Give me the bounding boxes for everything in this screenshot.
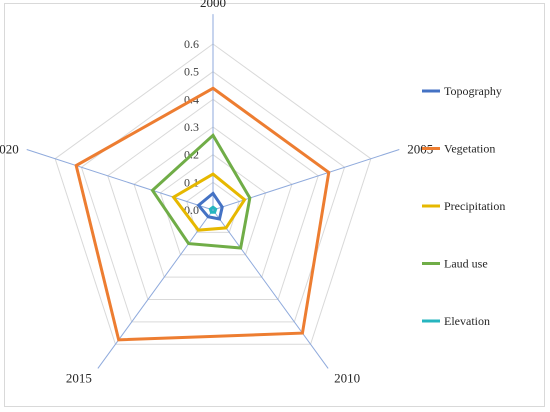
- legend-label: Laud use: [444, 257, 488, 271]
- tick-label: 0.3: [184, 120, 199, 134]
- tick-label: 0.5: [184, 65, 199, 79]
- legend-label: Precipitation: [444, 199, 505, 213]
- legend: Topography Vegetation Precipitation Laud us…: [422, 84, 505, 328]
- gridline-0-1: [186, 181, 240, 233]
- axis-label-2000: 2000: [200, 0, 226, 10]
- axis-spoke-2010: [212, 209, 329, 369]
- series-precipitation: [171, 172, 247, 232]
- legend-label: Elevation: [444, 314, 490, 328]
- series-layer: [74, 86, 331, 342]
- legend-item-elevation: Elevation: [422, 314, 490, 328]
- axis-label-2015: 2015: [66, 370, 92, 385]
- series-laud-use: [150, 132, 252, 250]
- axis-spoke-2015: [97, 209, 214, 369]
- legend-item-precipitation: Precipitation: [422, 199, 505, 213]
- tick-label: 0.6: [184, 37, 199, 51]
- axis-label-2005: 2005: [407, 141, 433, 156]
- axis-label-layer: 2000 2005 2010 2015 2020: [0, 0, 433, 385]
- axis-label-2020: 2020: [0, 141, 19, 156]
- legend-item-topography: Topography: [422, 84, 502, 98]
- gridline-0-4: [107, 98, 319, 301]
- legend-item-laud-use: Laud use: [422, 257, 488, 271]
- legend-label: Topography: [444, 84, 502, 98]
- gridline-0-2: [159, 154, 267, 256]
- gridline-0-6: [54, 43, 372, 345]
- axis-spoke-2005: [212, 148, 400, 211]
- series-elevation: [208, 205, 218, 214]
- legend-item-vegetation: Vegetation: [422, 142, 495, 156]
- spoke-layer: [26, 14, 400, 369]
- legend-label: Vegetation: [444, 142, 495, 156]
- axis-spoke-2020: [26, 148, 214, 211]
- axis-label-2010: 2010: [334, 370, 360, 385]
- series-topography: [196, 191, 224, 221]
- series-vegetation: [74, 86, 331, 342]
- gridline-0-3: [133, 126, 293, 278]
- tick-label: 0.0: [184, 203, 199, 217]
